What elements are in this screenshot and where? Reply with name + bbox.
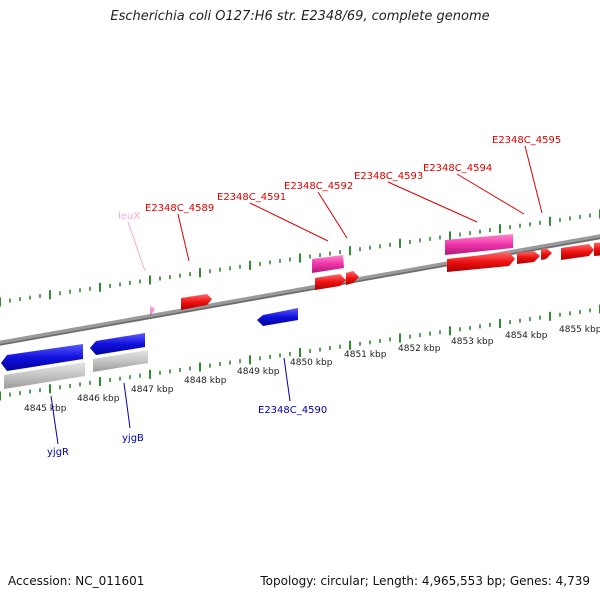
feature-label-yjgR[interactable]: yjgR	[47, 447, 69, 458]
feature-label-E2348C_4589[interactable]: E2348C_4589	[145, 203, 214, 214]
gene-leuX[interactable]	[150, 305, 155, 316]
forward-labels: leuX E2348C_4589 E2348C_4591 E2348C_4592…	[118, 135, 561, 272]
feature-label-leuX[interactable]: leuX	[118, 211, 140, 222]
gene-E2348C_4593[interactable]	[346, 271, 359, 285]
axis-label: 4850 kbp	[290, 358, 333, 368]
gene-forward-edge[interactable]	[561, 244, 594, 260]
gene-E2348C_4594b[interactable]	[447, 252, 515, 272]
feature-label-E2348C_4591[interactable]: E2348C_4591	[217, 192, 286, 203]
gene-yjgB-shadow	[93, 350, 148, 372]
axis-label: 4851 kbp	[344, 350, 387, 360]
feature-label-E2348C_4592[interactable]: E2348C_4592	[284, 181, 353, 192]
gene-forward-edge-2[interactable]	[594, 242, 600, 256]
map-title: Escherichia coli O127:H6 str. E2348/69, …	[110, 9, 490, 24]
axis-label: 4847 kbp	[131, 385, 174, 395]
gene-yjgR[interactable]	[1, 344, 83, 371]
axis-label: 4848 kbp	[184, 376, 227, 386]
forward-features	[150, 234, 600, 316]
axis-label: 4852 kbp	[398, 344, 441, 354]
axis-label: 4849 kbp	[237, 367, 280, 377]
axis-label: 4853 kbp	[451, 337, 494, 347]
gene-yjgR-shadow	[4, 362, 85, 389]
reverse-features	[1, 308, 298, 389]
axis-label: 4854 kbp	[505, 331, 548, 341]
axis-label: 4846 kbp	[77, 394, 120, 404]
gene-E2348C_4595[interactable]	[517, 251, 540, 264]
gene-E2348C_4592b[interactable]	[315, 274, 346, 290]
axis-labels: 4845 kbp 4846 kbp 4847 kbp 4848 kbp 4849…	[24, 325, 600, 414]
reverse-tick-track	[0, 304, 600, 401]
gene-yjgB[interactable]	[90, 333, 145, 355]
reverse-labels: yjgR yjgB E2348C_4590	[47, 357, 327, 458]
feature-label-E2348C_4594[interactable]: E2348C_4594	[423, 163, 492, 174]
accession-text: Accession: NC_011601	[8, 574, 145, 588]
gene-E2348C_4595b[interactable]	[541, 248, 552, 260]
axis-label: 4855 kbp	[559, 325, 600, 335]
gene-E2348C_4592[interactable]	[312, 255, 344, 273]
feature-label-E2348C_4590[interactable]: E2348C_4590	[258, 405, 327, 416]
genome-summary-text: Topology: circular; Length: 4,965,553 bp…	[260, 574, 590, 588]
gene-E2348C_4590[interactable]	[257, 308, 298, 326]
feature-label-yjgB[interactable]: yjgB	[122, 433, 144, 444]
gene-E2348C_4589[interactable]	[181, 294, 212, 310]
feature-label-E2348C_4593[interactable]: E2348C_4593	[354, 171, 423, 182]
gene-E2348C_4594[interactable]	[445, 234, 513, 255]
forward-tick-track	[0, 209, 600, 307]
feature-label-E2348C_4595[interactable]: E2348C_4595	[492, 135, 561, 146]
axis-label: 4845 kbp	[24, 404, 67, 414]
